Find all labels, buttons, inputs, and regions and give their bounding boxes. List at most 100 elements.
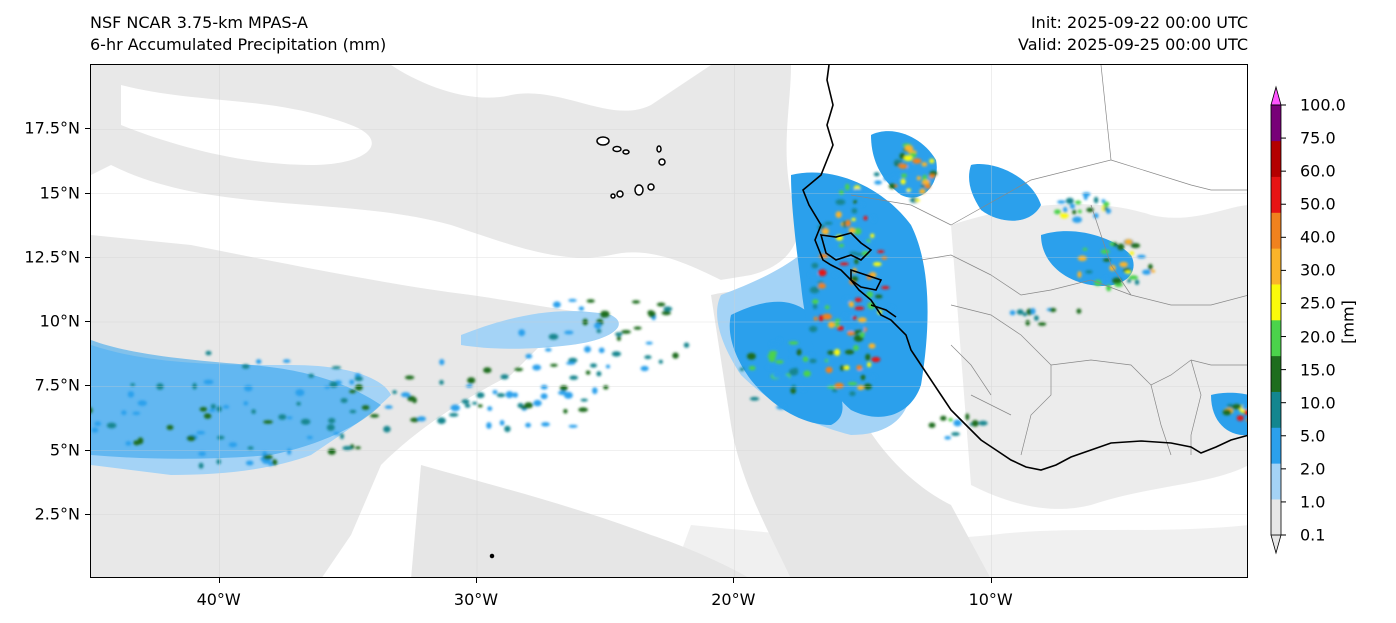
map-panel[interactable] — [90, 64, 1248, 578]
precip-cell — [1074, 200, 1082, 205]
precip-cell — [216, 459, 221, 465]
lat-tick-label: 17.5°N — [24, 118, 80, 138]
precip-cell — [483, 367, 492, 374]
precip-cell — [951, 432, 960, 436]
precip-cell — [594, 322, 602, 329]
precip-cell — [580, 398, 588, 402]
precip-cell — [827, 350, 835, 355]
precip-cell — [437, 417, 446, 425]
precip-cell — [1049, 307, 1057, 313]
precip-cell — [296, 401, 301, 406]
precip-cell — [883, 175, 889, 181]
lat-tick-label: 15°N — [39, 183, 80, 202]
precip-cell — [590, 363, 597, 368]
precip-cell — [772, 372, 782, 379]
precip-cell — [873, 172, 880, 177]
precip-cell — [295, 389, 305, 397]
precip-cell — [1077, 271, 1082, 278]
precip-cell — [818, 315, 824, 322]
precip-cell — [633, 326, 642, 330]
precip-cell — [500, 374, 509, 380]
precip-cell — [514, 367, 523, 372]
lat-tick-mark — [85, 321, 90, 322]
precip-cell — [1054, 209, 1061, 215]
precip-cell — [871, 356, 881, 363]
precip-cell — [1082, 192, 1091, 197]
precip-cell — [263, 454, 273, 460]
precip-cell — [532, 364, 542, 371]
precip-cell — [928, 174, 936, 179]
precip-cell — [605, 364, 611, 369]
precip-cell — [1063, 206, 1068, 214]
precip-cell — [278, 414, 287, 420]
precip-cell — [533, 399, 542, 407]
precip-cell — [611, 351, 622, 357]
precip-cell — [464, 403, 471, 408]
precip-cell — [282, 359, 291, 363]
precip-cell — [776, 404, 787, 410]
colorbar-extend-high — [1270, 85, 1282, 106]
precip-cell — [809, 325, 818, 333]
precip-cell — [640, 365, 649, 372]
precip-cell — [849, 391, 856, 396]
precip-cell — [809, 286, 820, 294]
precip-cell — [327, 448, 336, 455]
precip-cell — [658, 359, 663, 364]
precip-cell — [869, 374, 878, 382]
lat-tick-label: 2.5°N — [34, 504, 80, 524]
colorbar-level-label: 20.0 — [1300, 327, 1336, 347]
precip-cell — [287, 448, 292, 455]
colorbar-segment — [1271, 463, 1281, 500]
precip-cell — [1244, 409, 1247, 415]
precip-cell — [563, 409, 568, 414]
precip-cell — [834, 318, 841, 322]
precip-cell — [1100, 249, 1110, 254]
precip-cell — [308, 373, 314, 378]
precip-cell — [354, 376, 363, 382]
precip-cell — [791, 384, 796, 389]
precip-cell — [525, 422, 531, 428]
precip-cell — [559, 385, 568, 391]
precip-cell — [863, 215, 868, 221]
precip-cell — [505, 391, 514, 399]
precip-cell — [809, 358, 817, 364]
precip-cell — [592, 387, 598, 395]
lon-tick-label: 10°W — [968, 590, 1013, 609]
precip-cell — [648, 310, 656, 318]
precip-cell — [871, 215, 877, 223]
precip-cell — [894, 160, 903, 164]
precip-cell — [1077, 255, 1087, 262]
precip-cell — [847, 331, 855, 336]
precip-cell — [1076, 308, 1082, 314]
precip-cell — [1142, 269, 1152, 275]
colorbar — [1270, 85, 1286, 555]
valid-time: Valid: 2025-09-25 00:00 UTC — [1017, 35, 1248, 54]
graticule — [91, 65, 1247, 577]
precip-cell — [1085, 270, 1093, 274]
precip-cell — [558, 390, 567, 395]
precip-cell — [198, 451, 206, 456]
precip-cell — [578, 407, 588, 413]
precip-cell — [845, 219, 851, 227]
precip-cell — [1150, 269, 1156, 273]
coastline — [802, 65, 1247, 471]
precip-cell — [578, 306, 585, 311]
colorbar-segment — [1271, 391, 1281, 428]
precip-cell — [859, 332, 865, 338]
precip-cell — [340, 398, 348, 403]
precip-cell — [856, 202, 865, 207]
precip-cell — [853, 200, 858, 204]
precip-cell — [863, 383, 872, 390]
colorbar-level-label: 5.0 — [1300, 426, 1326, 446]
lat-tick-label: 5°N — [49, 440, 80, 459]
precip-cell — [828, 321, 835, 329]
precip-cell — [244, 385, 253, 392]
precip-cell — [1128, 275, 1139, 280]
precip-cell — [568, 357, 578, 363]
precip-cell — [342, 446, 353, 451]
precip-cell — [450, 404, 461, 412]
precip-cell — [916, 176, 921, 181]
precip-cell — [256, 359, 262, 364]
precip-cell — [203, 379, 214, 385]
precip-cell — [644, 355, 652, 360]
